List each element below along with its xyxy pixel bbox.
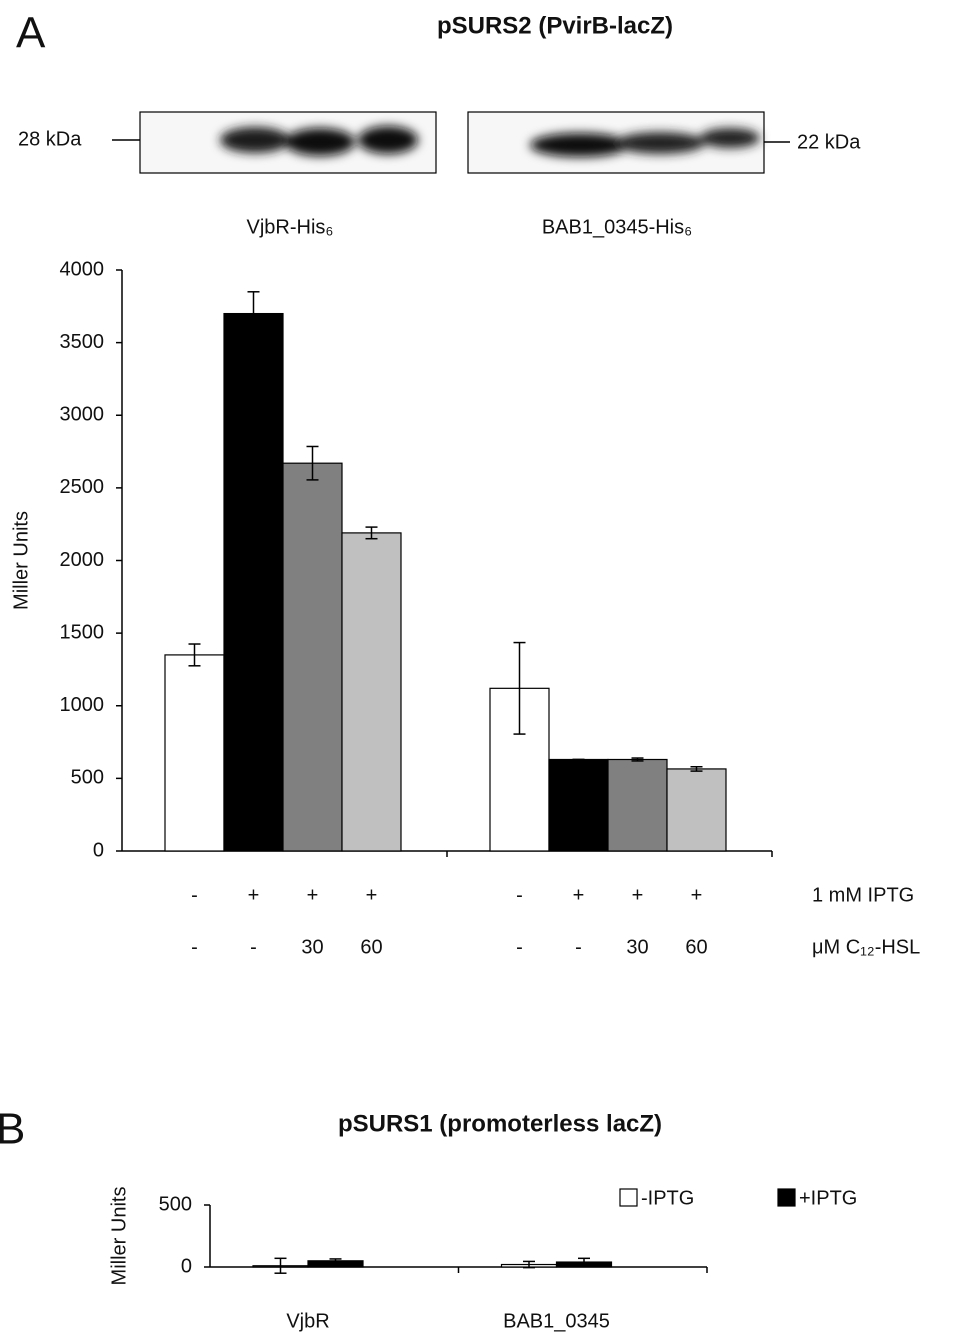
x-tick-label: BAB1_0345 xyxy=(503,1310,610,1332)
marker-label: 28 kDa xyxy=(18,128,82,150)
bar xyxy=(608,759,667,851)
y-tick-label: 3500 xyxy=(60,331,105,353)
condition-mark: + xyxy=(573,884,585,906)
legend-label: +IPTG xyxy=(799,1187,857,1209)
blot-label: VjbR-His₆ xyxy=(247,216,334,238)
condition-mark: - xyxy=(575,936,582,958)
condition-mark: - xyxy=(250,936,257,958)
chart-title: pSURS2 (PvirB-lacZ) xyxy=(437,12,673,39)
bar xyxy=(224,314,283,851)
bar xyxy=(549,759,608,851)
condition-mark: 60 xyxy=(685,936,707,958)
bar xyxy=(342,533,401,851)
page: A B 28 kDa 22 kDa VjbR-His₆ BAB1_0345-Hi… xyxy=(0,0,960,1336)
y-tick-label: 2000 xyxy=(60,549,105,571)
condition-mark: + xyxy=(691,884,703,906)
chart-title: pSURS1 (promoterless lacZ) xyxy=(338,1110,662,1137)
y-axis-label: Miller Units xyxy=(10,511,32,610)
condition-mark: 30 xyxy=(626,936,648,958)
bar xyxy=(165,655,224,851)
x-tick-label: VjbR xyxy=(286,1310,329,1332)
condition-mark: + xyxy=(307,884,319,906)
condition-mark: 60 xyxy=(360,936,382,958)
y-tick-label: 1500 xyxy=(60,621,105,643)
condition-label: μM C₁₂-HSL xyxy=(812,936,920,958)
condition-mark: 30 xyxy=(301,936,323,958)
y-tick-label: 2500 xyxy=(60,476,105,498)
condition-mark: + xyxy=(632,884,644,906)
y-tick-label: 500 xyxy=(159,1193,192,1215)
condition-mark: - xyxy=(516,936,523,958)
condition-mark: - xyxy=(516,884,523,906)
western-blot: 28 kDa 22 kDa VjbR-His₆ BAB1_0345-His₆ xyxy=(18,112,861,238)
condition-mark: - xyxy=(191,884,198,906)
blot-label: BAB1_0345-His₆ xyxy=(542,216,692,238)
condition-label: 1 mM IPTG xyxy=(812,884,914,906)
y-tick-label: 0 xyxy=(181,1255,192,1277)
figure: A B 28 kDa 22 kDa VjbR-His₆ BAB1_0345-Hi… xyxy=(0,0,960,1336)
marker-label: 22 kDa xyxy=(797,131,861,153)
legend-label: -IPTG xyxy=(641,1187,694,1209)
bar xyxy=(283,463,342,851)
legend-swatch xyxy=(620,1189,637,1206)
condition-mark: + xyxy=(248,884,260,906)
bar xyxy=(667,769,726,851)
y-tick-label: 500 xyxy=(71,767,104,789)
legend-swatch xyxy=(778,1189,795,1206)
panel-label: B xyxy=(0,1105,25,1154)
y-tick-label: 3000 xyxy=(60,404,105,426)
condition-mark: + xyxy=(366,884,378,906)
y-tick-label: 4000 xyxy=(60,258,105,280)
y-axis-label: Miller Units xyxy=(108,1187,130,1286)
condition-mark: - xyxy=(191,936,198,958)
panel-label: A xyxy=(16,9,46,58)
y-tick-label: 1000 xyxy=(60,694,105,716)
y-tick-label: 0 xyxy=(93,839,104,861)
